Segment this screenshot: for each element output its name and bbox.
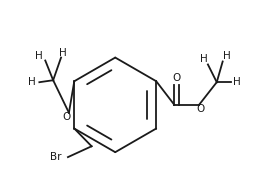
Text: H: H bbox=[233, 77, 240, 87]
Text: O: O bbox=[172, 73, 181, 83]
Text: H: H bbox=[223, 51, 230, 61]
Text: H: H bbox=[35, 51, 43, 61]
Text: H: H bbox=[28, 77, 35, 87]
Text: O: O bbox=[63, 112, 71, 122]
Text: H: H bbox=[59, 48, 67, 58]
Text: O: O bbox=[197, 104, 205, 114]
Text: Br: Br bbox=[50, 152, 62, 162]
Text: H: H bbox=[200, 54, 208, 64]
